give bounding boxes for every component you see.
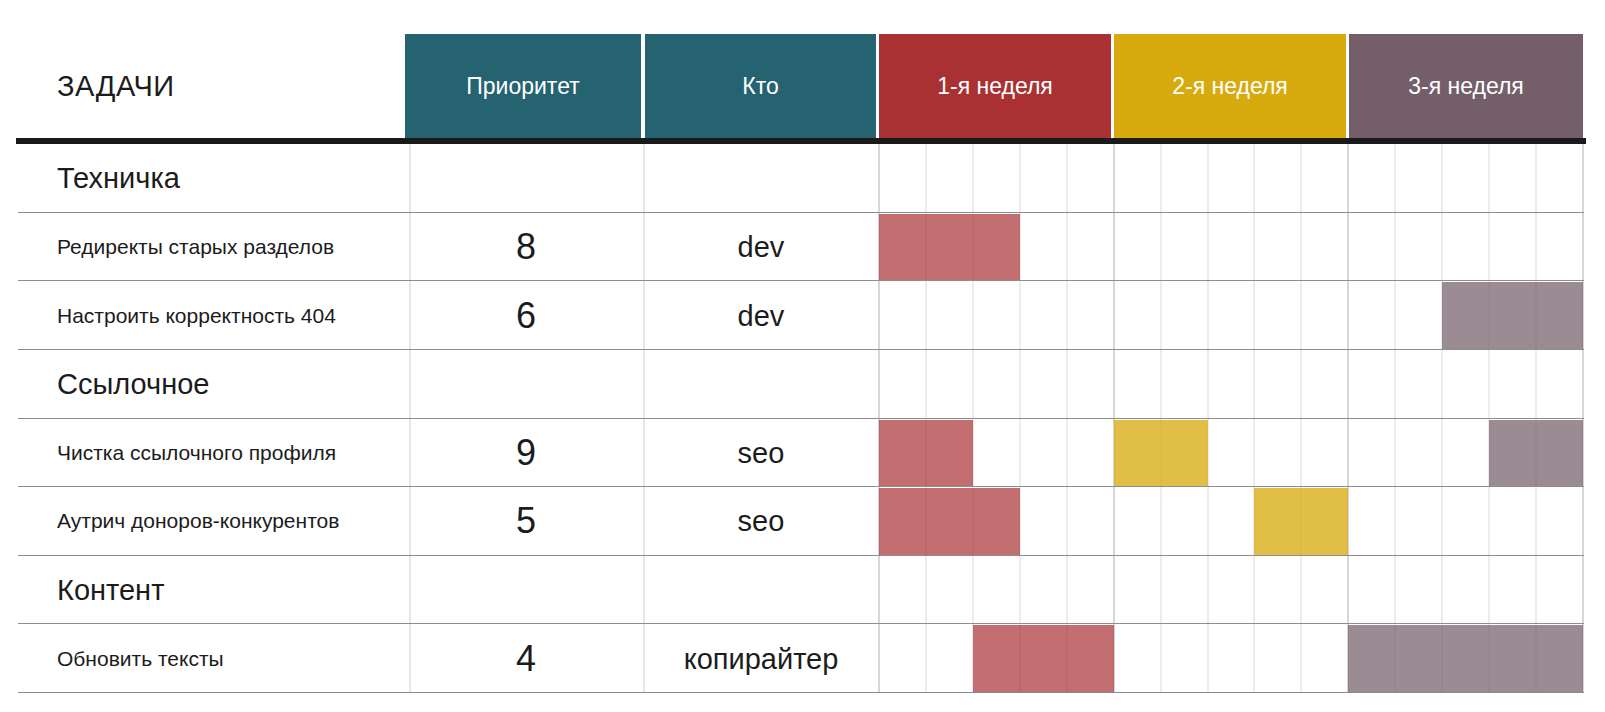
- section-row: Ссылочное: [0, 350, 1605, 419]
- who-value: seo: [643, 505, 879, 538]
- task-label: Обновить тексты: [57, 647, 224, 671]
- priority-value: 5: [409, 500, 643, 542]
- priority-value: 9: [409, 432, 643, 474]
- who-value: seo: [643, 436, 879, 469]
- task-row: Редиректы старых разделов 8 dev: [0, 213, 1605, 282]
- who-value: dev: [643, 230, 879, 263]
- section-label: Контент: [57, 574, 164, 607]
- priority-value: 6: [409, 295, 643, 337]
- task-row: Чистка ссылочного профиля 9 seo: [0, 419, 1605, 488]
- header-underline: [16, 138, 1586, 144]
- task-label: Настроить корректность 404: [57, 304, 336, 328]
- task-row: Обновить тексты 4 копирайтер: [0, 624, 1605, 693]
- who-value: копирайтер: [643, 642, 879, 675]
- task-label: Аутрич доноров-конкурентов: [57, 509, 339, 533]
- task-label: Чистка ссылочного профиля: [57, 441, 336, 465]
- task-row: Аутрич доноров-конкурентов 5 seo: [0, 487, 1605, 556]
- section-label: Ссылочное: [57, 368, 209, 401]
- priority-value: 4: [409, 638, 643, 680]
- row-divider: [18, 692, 1584, 693]
- section-label: Техничка: [57, 162, 180, 195]
- section-row: Техничка: [0, 144, 1605, 213]
- table-body: Техничка Редиректы старых разделов 8 dev…: [0, 144, 1605, 693]
- task-row: Настроить корректность 404 6 dev: [0, 281, 1605, 350]
- priority-value: 8: [409, 226, 643, 268]
- gantt-chart: ЗАДАЧИ Приоритет Кто 1-я неделя 2-я неде…: [0, 0, 1605, 712]
- who-value: dev: [643, 299, 879, 332]
- section-row: Контент: [0, 556, 1605, 625]
- task-label: Редиректы старых разделов: [57, 235, 334, 259]
